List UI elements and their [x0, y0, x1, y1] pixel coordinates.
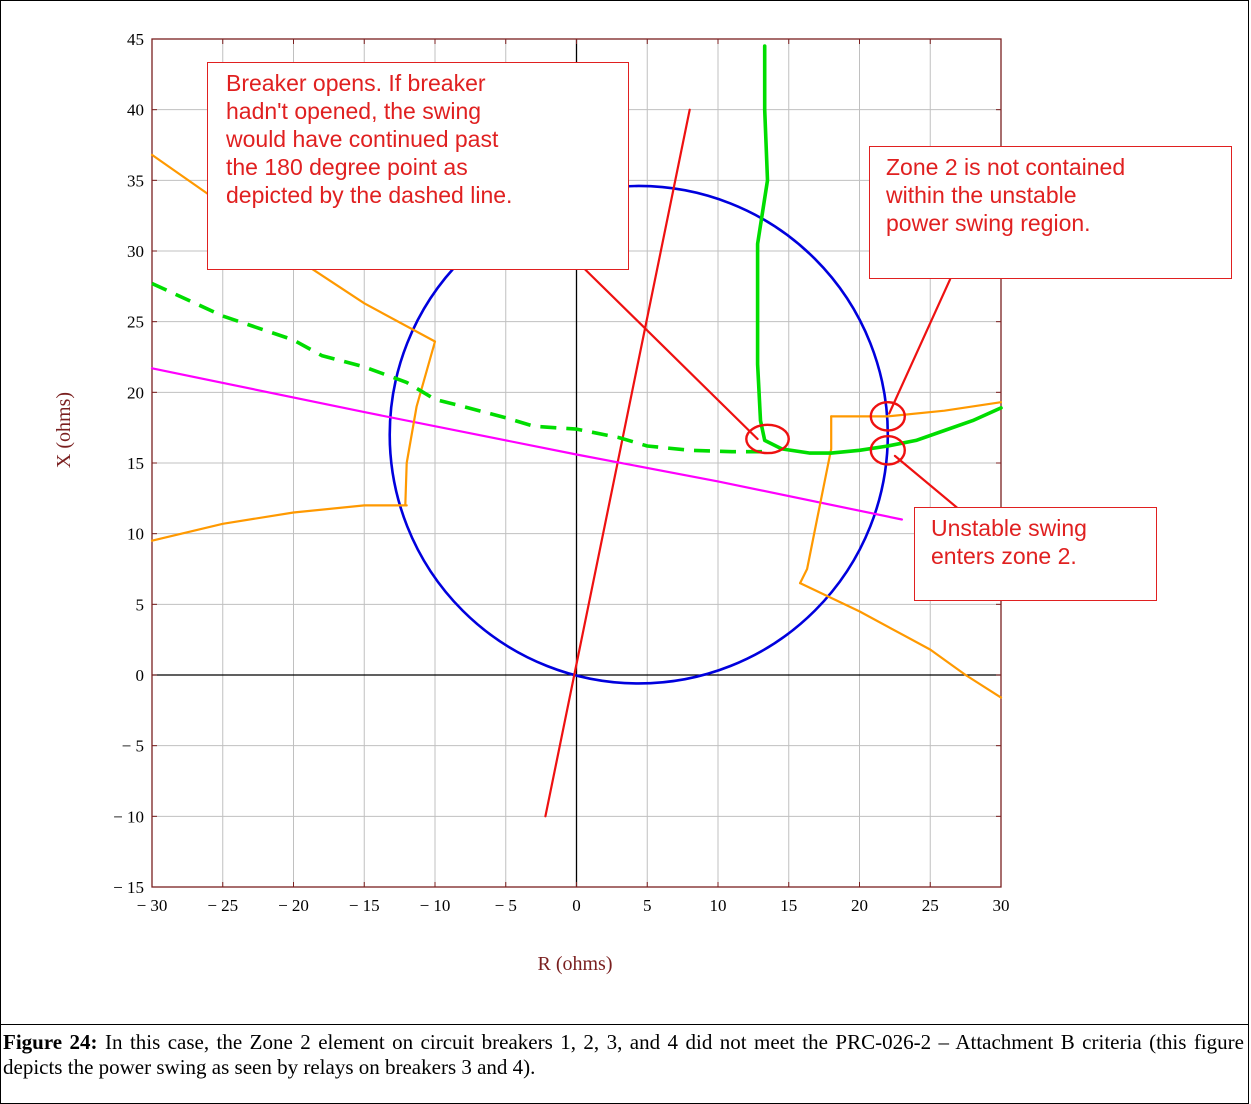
x-tick-label: − 5	[495, 896, 517, 915]
y-tick-label: 25	[127, 313, 144, 332]
callout-zone2-not-contained: Zone 2 is not contained within the unsta…	[869, 146, 1232, 279]
x-axis-label: R (ohms)	[538, 953, 613, 975]
y-tick-label: − 10	[113, 807, 144, 826]
tick-labels: − 30 − 25 − 20 − 15 − 10 − 5 0 5 10 15 20 25 30 − 15 −…	[113, 30, 1009, 915]
x-tick-label: 0	[572, 896, 581, 915]
y-tick-label: 0	[136, 666, 145, 685]
x-tick-label: − 10	[420, 896, 451, 915]
y-tick-label: 15	[127, 454, 144, 473]
marker-circle-13	[869, 401, 906, 432]
caption-label: Figure 24:	[3, 1030, 98, 1054]
callout-breaker-opens: Breaker opens. If breaker hadn't opened,…	[207, 62, 629, 270]
zone-line-4	[830, 401, 1003, 418]
zone-line-3	[150, 504, 408, 542]
callout-unstable-enters: Unstable swing enters zone 2.	[914, 507, 1157, 601]
caption-text: In this case, the Zone 2 element on circ…	[3, 1030, 1245, 1079]
y-tick-label: − 15	[113, 878, 144, 897]
swing-line-8	[151, 281, 765, 454]
y-axis-label: X (ohms)	[53, 392, 75, 468]
zone-line-6	[798, 581, 1003, 699]
leader-line-10	[888, 278, 952, 415]
marker-circle-14	[869, 434, 906, 466]
x-tick-label: − 30	[137, 896, 168, 915]
y-tick-label: 45	[127, 30, 144, 49]
line-line-1	[150, 367, 904, 521]
zone-circle	[388, 184, 890, 685]
x-tick-label: 25	[922, 896, 939, 915]
x-tick-label: 30	[993, 896, 1010, 915]
y-tick-label: 35	[127, 171, 144, 190]
y-tick-label: 30	[127, 242, 144, 261]
y-tick-label: 40	[127, 101, 144, 120]
zone-line-5	[798, 415, 833, 585]
y-tick-label: 20	[127, 383, 144, 402]
x-tick-label: 15	[780, 896, 797, 915]
x-tick-label: 20	[851, 896, 868, 915]
y-tick-label: − 5	[122, 737, 144, 756]
x-tick-label: − 25	[207, 896, 238, 915]
y-tick-label: 5	[136, 595, 145, 614]
y-tick-label: 10	[127, 525, 144, 544]
leader-line-9	[579, 264, 759, 441]
marker-circle-12	[745, 423, 790, 455]
x-tick-label: 10	[710, 896, 727, 915]
x-tick-label: − 20	[278, 896, 309, 915]
x-tick-label: 5	[643, 896, 652, 915]
figure-frame	[0, 0, 1249, 1025]
figure-caption: Figure 24: In this case, the Zone 2 elem…	[0, 1024, 1249, 1104]
x-tick-label: − 15	[349, 896, 380, 915]
series	[150, 44, 1003, 818]
